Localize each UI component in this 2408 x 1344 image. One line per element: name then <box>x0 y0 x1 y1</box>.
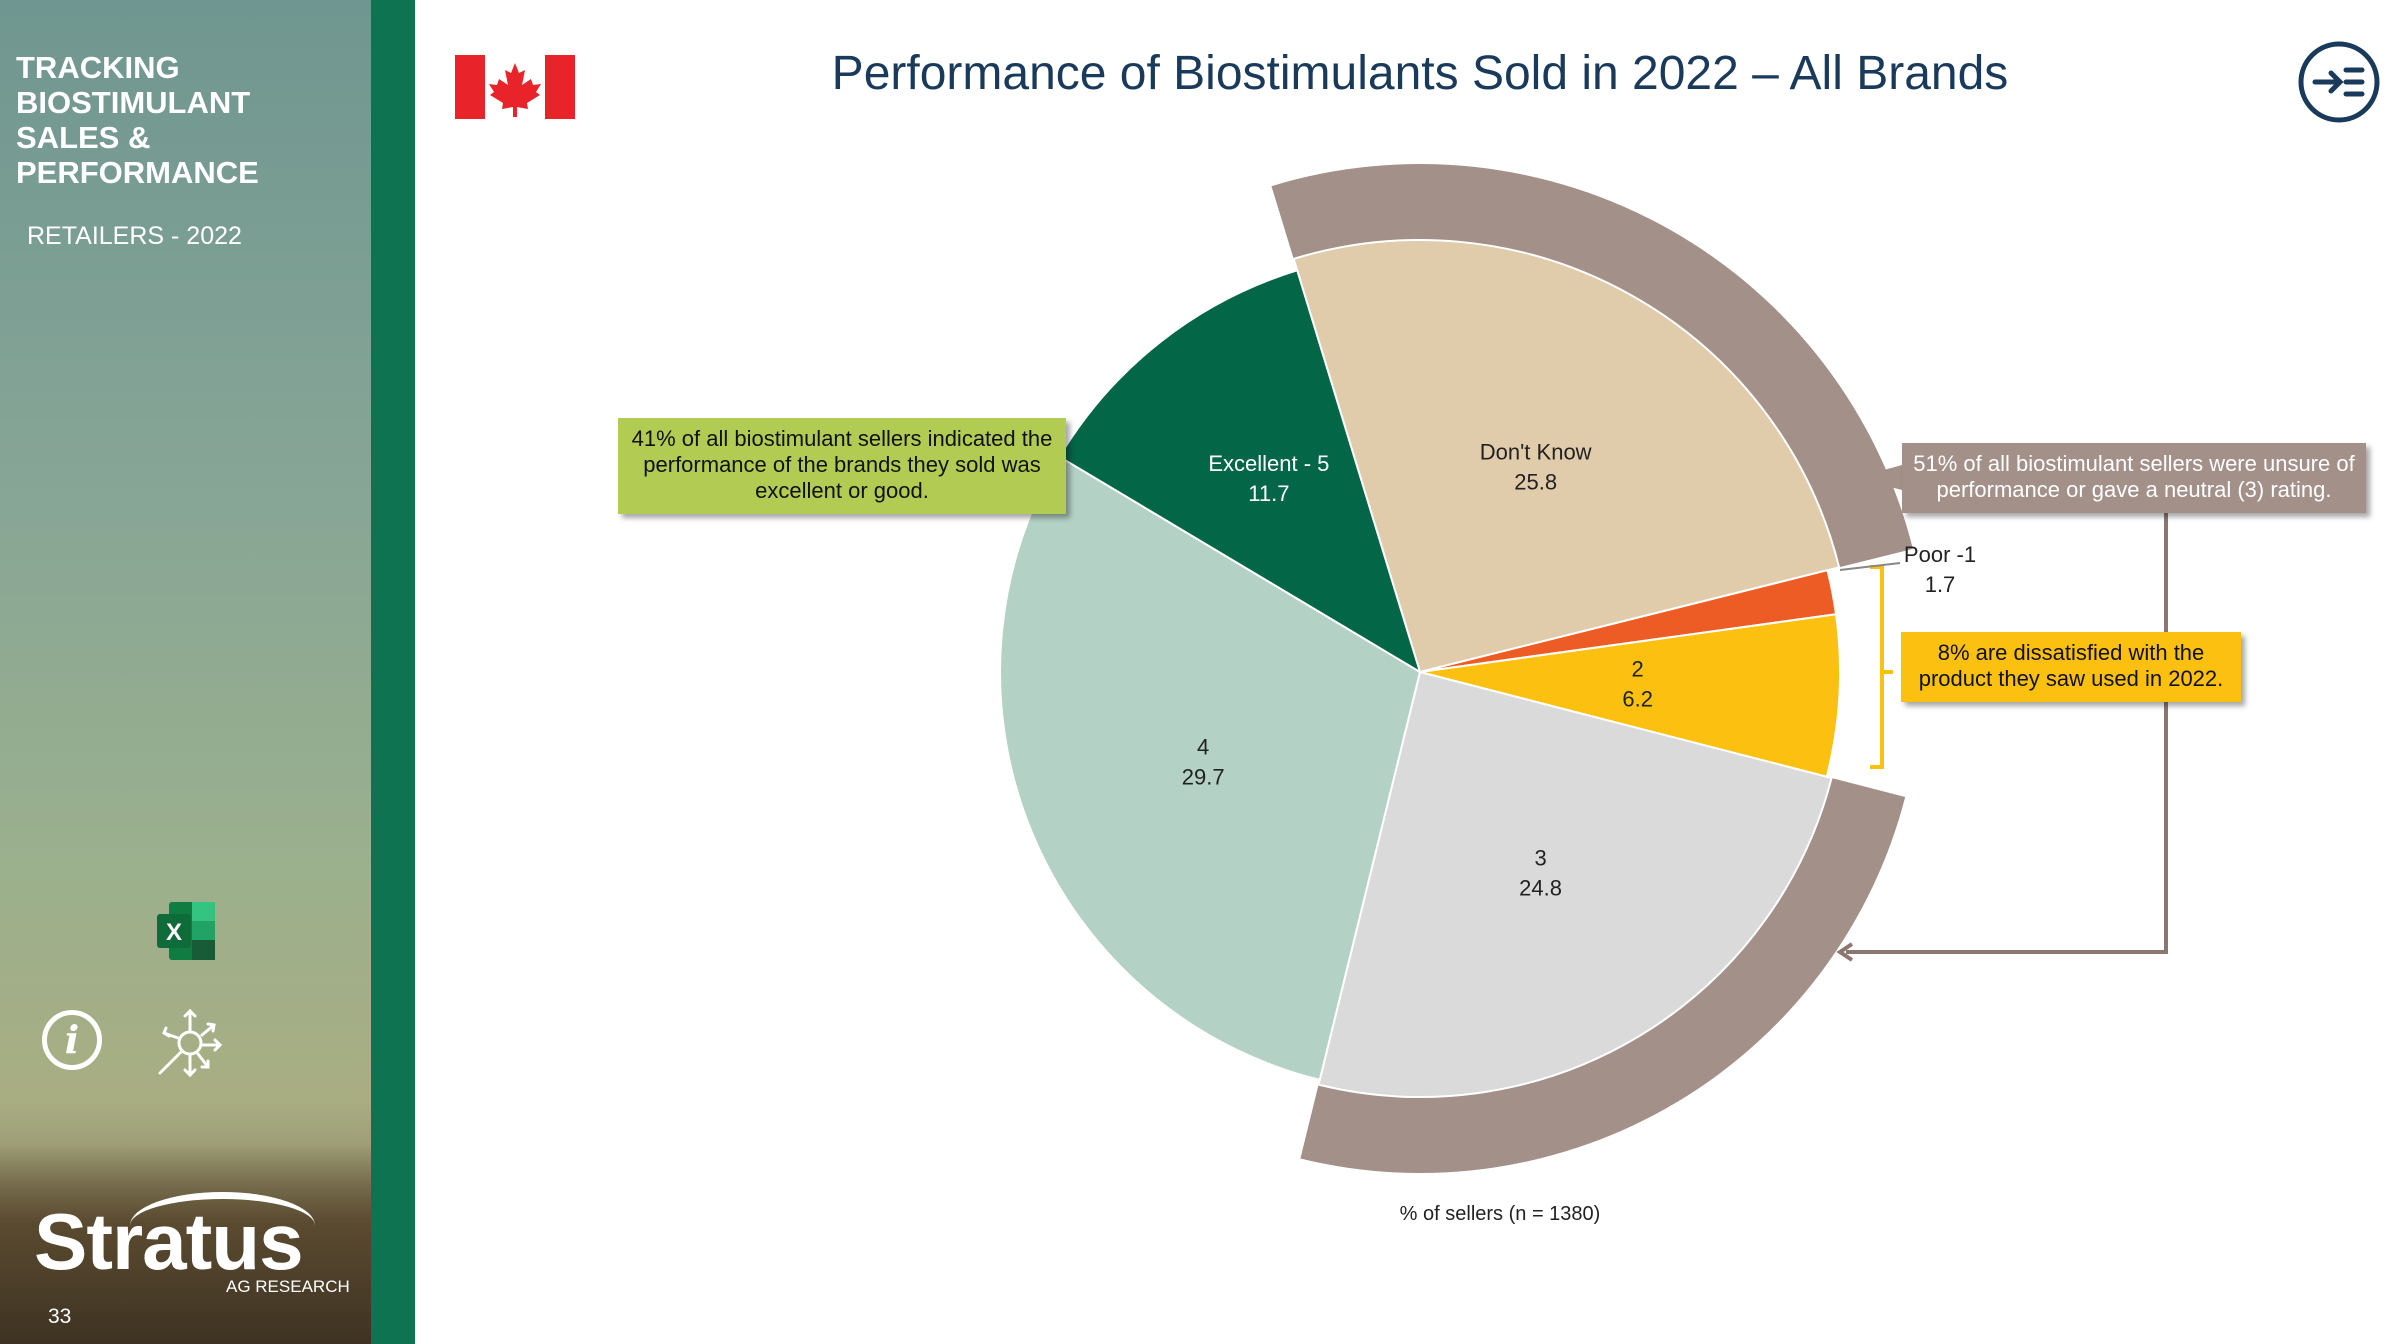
unsure-connector-arrow <box>1836 942 1854 962</box>
analyze-icon[interactable] <box>150 1005 225 1080</box>
unsure-connector-line <box>1846 513 2168 954</box>
slice-value-2: 6.2 <box>1622 686 1653 711</box>
slice-label-4: 4 <box>1197 735 1209 760</box>
slice-value-excellent-5: 11.7 <box>1248 481 1289 506</box>
chart-axis-label: % of sellers (n = 1380) <box>1399 1203 1601 1225</box>
menu-arrow-icon[interactable] <box>2297 40 2381 124</box>
svg-text:X: X <box>166 919 182 946</box>
slice-value-3: 24.8 <box>1519 876 1562 901</box>
poor-leader-line <box>1839 562 1901 571</box>
slice-value-poor-1: 1.7 <box>1925 572 1956 597</box>
callout-unsure: 51% of all biostimulant sellers were uns… <box>1902 443 2366 513</box>
slice-label-don-t-know: Don't Know <box>1480 439 1592 464</box>
canada-flag-icon <box>455 55 575 119</box>
page-number: 33 <box>48 1305 72 1328</box>
slice-label-2: 2 <box>1632 656 1644 681</box>
highlight-ring-3 <box>1300 777 1906 1173</box>
page-title: Performance of Biostimulants Sold in 202… <box>831 47 2009 100</box>
logo-subtitle: AG RESEARCH <box>226 1277 350 1296</box>
pie-slice-3 <box>1317 670 1833 1098</box>
pie-slice-don-t-know <box>1292 239 1841 674</box>
logo-arc <box>130 1192 315 1259</box>
pie-slice-4 <box>999 455 1422 1082</box>
dissatisfied-bracket <box>1870 565 1893 769</box>
slice-label-excellent-5: Excellent - 5 <box>1208 451 1329 476</box>
callout-good: 41% of all biostimulant sellers indicate… <box>618 418 1066 514</box>
slice-value-4: 29.7 <box>1182 765 1225 790</box>
sidebar-accent-bar <box>371 0 415 1344</box>
sidebar-subtitle: RETAILERS - 2022 <box>27 222 242 250</box>
info-icon[interactable]: i <box>42 1010 102 1070</box>
stratus-logo: Stratus <box>34 1197 304 1286</box>
unsure-pointer <box>1855 465 1902 490</box>
callout-dissatisfied: 8% are dissatisfied with the product the… <box>1901 632 2241 702</box>
highlight-ring-don-t-know <box>1271 164 1913 568</box>
slice-value-don-t-know: 25.8 <box>1514 469 1557 494</box>
slice-label-poor-1: Poor -1 <box>1904 542 1976 567</box>
slice-label-3: 3 <box>1534 846 1546 871</box>
excel-icon[interactable]: X <box>155 900 217 962</box>
pie-slice-2 <box>1419 613 1841 778</box>
pie-slice-excellent-5 <box>1058 269 1422 675</box>
sidebar-title: TRACKING BIOSTIMULANT SALES & PERFORMANC… <box>16 50 259 190</box>
